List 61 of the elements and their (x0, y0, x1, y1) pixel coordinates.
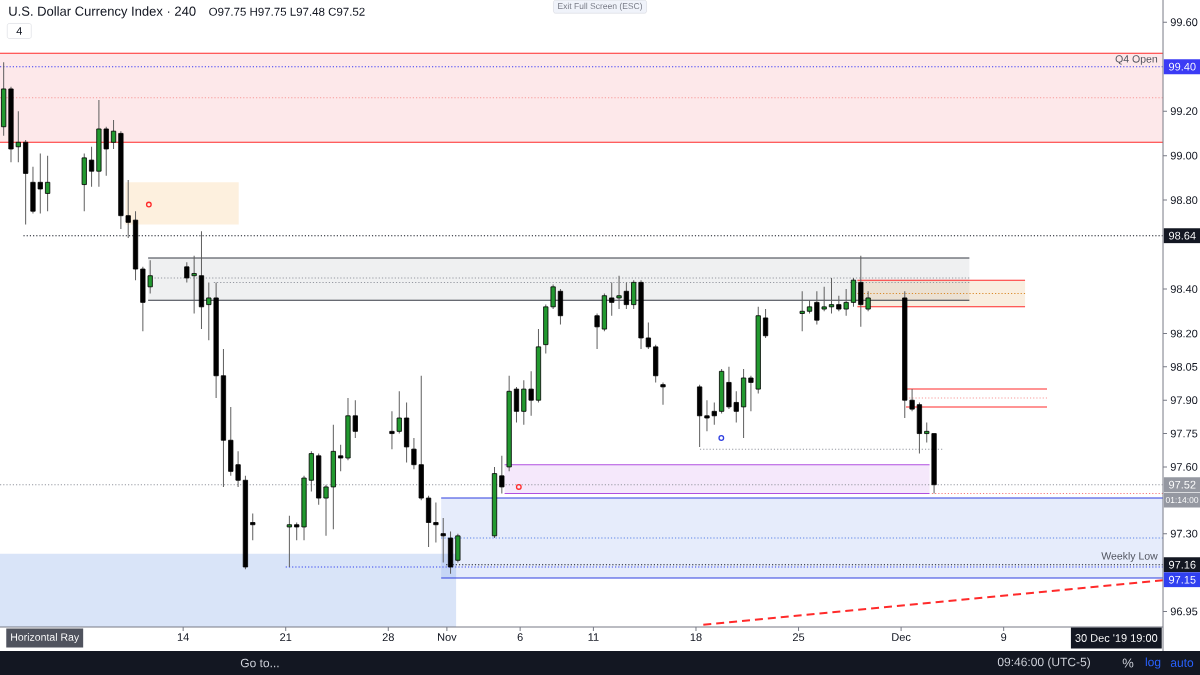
y-tick-label: 98.40 (1170, 285, 1198, 293)
candlestick (799, 290, 805, 332)
x-tick-label: Nov (438, 633, 457, 641)
ref-line-label: 97.52 (1169, 480, 1196, 489)
y-tick-label: 97.90 (1170, 396, 1198, 405)
candlestick (286, 515, 292, 568)
x-tick-label: 25 (792, 633, 805, 642)
y-tick-label: 98.20 (1170, 329, 1198, 338)
point (515, 483, 522, 490)
candlestick (645, 321, 651, 350)
candlestick (594, 313, 600, 350)
candlestick (440, 517, 446, 564)
candlestick (660, 381, 666, 406)
y-tick-label: 98.80 (1170, 196, 1198, 204)
y-tick-label: 99.20 (1170, 107, 1198, 116)
x-tick-label: 28 (382, 633, 394, 642)
chart-title: U.S. Dollar Currency Index · 240 (9, 6, 196, 19)
x-tick-label: 21 (280, 633, 292, 641)
candlestick (850, 277, 857, 308)
x-tick-label: 11 (588, 633, 599, 641)
candlestick (513, 386, 520, 423)
candlestick (623, 281, 629, 310)
data-label: 98.64 (1169, 231, 1196, 240)
text: % (1122, 658, 1134, 668)
text: 01:14:00 (1165, 497, 1199, 504)
y-tick-label: 96.95 (1170, 607, 1198, 616)
candlestick (433, 502, 439, 544)
data-label: 97.15 (1169, 575, 1196, 584)
candlestick (110, 119, 117, 150)
y-tick-label: 98.05 (1170, 362, 1198, 371)
x-tick-label: 6 (517, 633, 523, 642)
candlestick (499, 455, 505, 495)
text: Go to... (240, 658, 279, 668)
text: O97.75 H97.75 L97.48 C97.52 (209, 7, 365, 16)
x-tick-label: 9 (1001, 633, 1007, 642)
text: auto (1170, 659, 1194, 667)
y-tick-label: 97.75 (1170, 429, 1198, 438)
annotation: 4 (16, 27, 22, 35)
text: 30 Dec '19 19:00 (1075, 634, 1158, 642)
y-tick-label: 99.60 (1170, 18, 1198, 27)
x-tick-label: 14 (177, 633, 189, 641)
annotation: Exit Full Screen (ESC) (558, 2, 643, 11)
point (718, 435, 725, 441)
text: log (1145, 657, 1161, 669)
data-label: 97.16 (1169, 560, 1196, 569)
text: Horizontal Ray (11, 633, 80, 643)
candlestick (45, 155, 51, 212)
point (145, 201, 152, 208)
x-tick-label: 18 (690, 633, 702, 642)
y-tick-label: 97.30 (1170, 529, 1198, 538)
y-tick-label: 99.00 (1170, 151, 1198, 160)
annotation: Weekly Low (1101, 551, 1158, 562)
candlestick (250, 513, 256, 541)
candlestick (828, 277, 835, 314)
annotation: Q4 Open (1115, 55, 1158, 65)
y-tick-label: 97.60 (1170, 463, 1198, 471)
candlestick (88, 146, 95, 188)
ref-line-label: 99.40 (1169, 62, 1196, 71)
x-tick-label: Dec (892, 633, 911, 641)
text: 09:46:00 (UTC-5) (997, 657, 1090, 669)
candlestick (762, 308, 769, 339)
